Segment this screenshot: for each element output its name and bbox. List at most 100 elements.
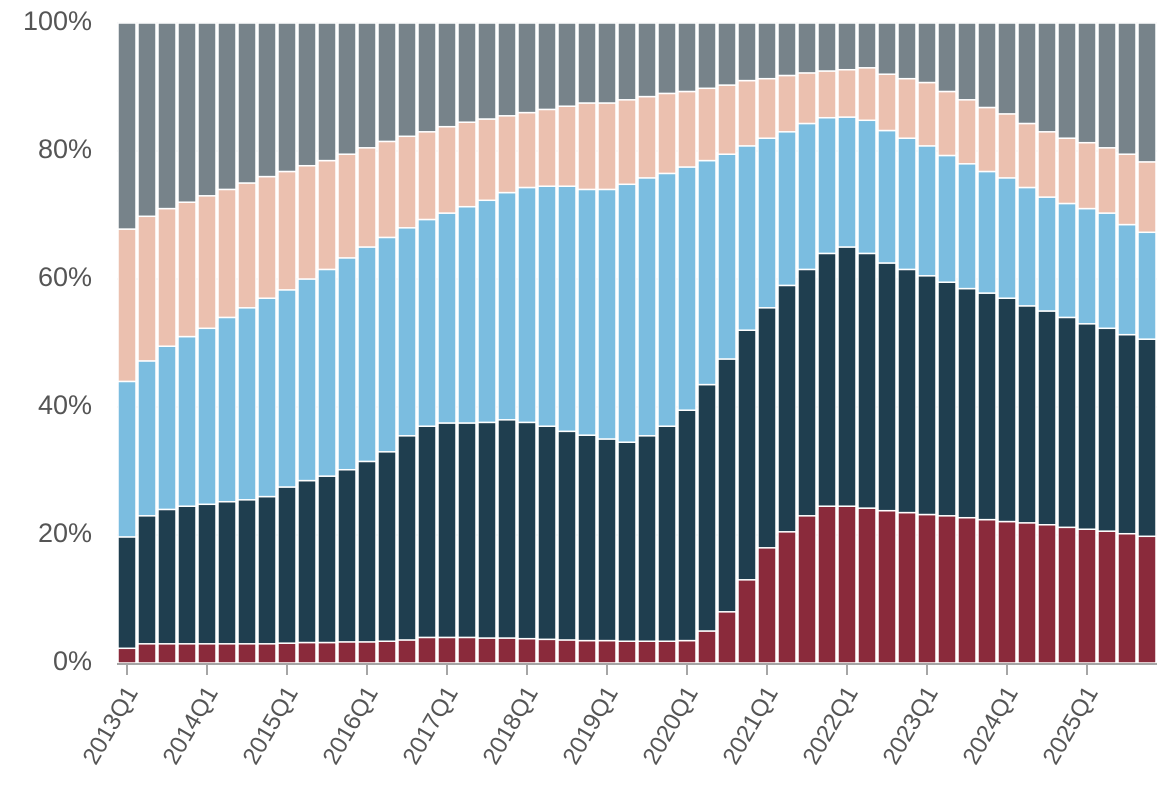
- bar-segment: [737, 22, 757, 82]
- bar-segment: [117, 647, 137, 664]
- bar-segment: [997, 177, 1017, 299]
- bar-segment: [277, 642, 297, 664]
- bar-segment: [897, 22, 917, 80]
- y-tick-label: 100%: [23, 6, 92, 36]
- bar-segment: [117, 228, 137, 383]
- bar-segment: [1037, 524, 1057, 664]
- bar-segment: [977, 106, 997, 173]
- bar-segment: [437, 212, 457, 424]
- bar-segment: [1077, 22, 1097, 144]
- bar-segment: [997, 520, 1017, 664]
- bar-segment: [1017, 186, 1037, 307]
- bar-segment: [357, 641, 377, 664]
- bar-segment: [177, 643, 197, 664]
- bar-segment: [197, 195, 217, 330]
- bar-segment: [777, 284, 797, 533]
- bar-segment: [197, 503, 217, 645]
- bar-segment: [717, 22, 737, 86]
- bar-segment: [277, 170, 297, 291]
- bar-segment: [317, 22, 337, 162]
- bar-segment: [937, 281, 957, 517]
- bar-segment: [1037, 22, 1057, 133]
- bar-segment: [937, 90, 957, 157]
- bar-segment: [577, 188, 597, 436]
- y-tick-label: 20%: [38, 518, 92, 548]
- bar-segment: [837, 22, 857, 71]
- bar-segment: [277, 22, 297, 173]
- bar-segment: [317, 641, 337, 664]
- bar-segment: [1117, 22, 1137, 155]
- bar-segment: [577, 434, 597, 642]
- bar-segment: [657, 92, 677, 175]
- bar-segment: [257, 22, 277, 178]
- bar-segment: [557, 185, 577, 433]
- bar-segment: [1017, 122, 1037, 189]
- bar-segment: [357, 147, 377, 248]
- bar-segment: [577, 639, 597, 664]
- bar-segment: [337, 257, 357, 471]
- bar-segment: [637, 22, 657, 98]
- bar-segment: [477, 637, 497, 664]
- bar-segment: [257, 643, 277, 664]
- bar-segment: [377, 451, 397, 642]
- bar-segment: [297, 22, 317, 167]
- bar-segment: [737, 79, 757, 147]
- bar-segment: [517, 637, 537, 664]
- bar-segment: [897, 268, 917, 514]
- y-tick-label: 60%: [38, 262, 92, 292]
- bar-segment: [1057, 316, 1077, 529]
- bar-segment: [257, 297, 277, 498]
- bar-segment: [957, 287, 977, 519]
- bar-segment: [657, 640, 677, 664]
- bar-segment: [557, 639, 577, 664]
- bar-segment: [757, 307, 777, 549]
- bar-segment: [237, 643, 257, 664]
- bar-segment: [677, 409, 697, 642]
- x-tick-label: 2016Q1: [318, 682, 384, 769]
- bar-segment: [697, 22, 717, 90]
- bar-segment: [537, 638, 557, 664]
- bar-segment: [157, 207, 177, 347]
- bar-segment: [457, 22, 477, 123]
- bar-segment: [777, 131, 797, 287]
- bar-segment: [697, 630, 717, 664]
- bar-segment: [937, 515, 957, 664]
- bar-segment: [497, 22, 517, 117]
- bar-segment: [1077, 207, 1097, 325]
- bar-segment: [637, 177, 657, 437]
- bar-segment: [1017, 305, 1037, 524]
- x-tick-label: 2022Q1: [798, 682, 864, 769]
- bar-segment: [117, 536, 137, 650]
- bar-segment: [637, 435, 657, 642]
- bar-segment: [437, 636, 457, 664]
- bar-segment: [917, 275, 937, 516]
- bar-segment: [157, 508, 177, 645]
- bar-segment: [1137, 161, 1157, 234]
- bar-segment: [617, 640, 637, 664]
- bar-segment: [957, 22, 977, 101]
- bar-segment: [1137, 22, 1157, 163]
- bar-segment: [377, 640, 397, 664]
- bar-segment: [1057, 526, 1077, 664]
- bar-segment: [1137, 338, 1157, 538]
- bar-segment: [1097, 212, 1117, 330]
- bar-segment: [217, 22, 237, 191]
- bar-segment: [597, 639, 617, 664]
- bar-segment: [897, 137, 917, 271]
- bar-segment: [817, 70, 837, 119]
- y-tick-label: 80%: [38, 134, 92, 164]
- bar-segment: [377, 140, 397, 239]
- x-tick-label: 2023Q1: [878, 682, 944, 769]
- bar-segment: [417, 636, 437, 664]
- bar-segment: [657, 172, 677, 427]
- bar-segment: [117, 22, 137, 230]
- bar-segment: [357, 22, 377, 149]
- bar-segment: [1117, 333, 1137, 535]
- bar-segment: [177, 335, 197, 507]
- x-tick-label: 2013Q1: [78, 682, 144, 769]
- bar-segment: [777, 22, 797, 77]
- bar-segment: [1137, 231, 1157, 340]
- bar-segment: [1077, 141, 1097, 210]
- bar-segment: [397, 22, 417, 138]
- bar-segment: [697, 87, 717, 162]
